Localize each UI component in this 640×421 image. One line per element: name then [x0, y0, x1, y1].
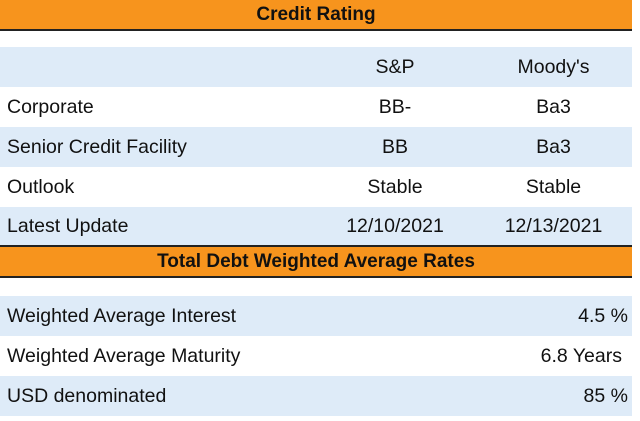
sp-column-header: S&P [375, 55, 415, 78]
spacer [0, 278, 632, 296]
row-label: Latest Update [7, 214, 129, 237]
row-label: Senior Credit Facility [7, 135, 187, 158]
row-value: 6.8 Years [540, 344, 622, 367]
row-label: Weighted Average Interest [7, 304, 237, 327]
row-value: 4.5 % [578, 304, 628, 327]
table-row: Senior Credit Facility BB Ba3 [0, 127, 632, 167]
column-header-row: S&P Moody's [0, 47, 632, 87]
table-row: Outlook Stable Stable [0, 167, 632, 207]
row-label: USD denominated [7, 384, 167, 407]
sp-value: 12/10/2021 [346, 214, 444, 237]
sp-value: Stable [367, 175, 423, 198]
row-label: Weighted Average Maturity [7, 344, 241, 367]
rating-table: Credit Rating S&P Moody's Corporate BB- … [0, 0, 632, 416]
credit-rating-header: Credit Rating [0, 0, 632, 31]
table-row: Latest Update 12/10/2021 12/13/2021 [0, 207, 632, 245]
moodys-value: 12/13/2021 [504, 214, 603, 237]
moodys-value: Ba3 [536, 135, 571, 158]
table-row: USD denominated 85 % [0, 376, 632, 416]
table-row: Weighted Average Maturity 6.8 Years [0, 336, 632, 376]
table-row: Weighted Average Interest 4.5 % [0, 296, 632, 336]
row-value: 85 % [583, 384, 628, 407]
row-label: Outlook [7, 175, 75, 198]
spacer [0, 31, 632, 47]
table-row: Corporate BB- Ba3 [0, 87, 632, 127]
moodys-column-header: Moody's [517, 55, 590, 78]
row-label: Corporate [7, 95, 94, 118]
moodys-value: Ba3 [536, 95, 571, 118]
debt-rates-header: Total Debt Weighted Average Rates [0, 245, 632, 278]
moodys-value: Stable [525, 175, 582, 198]
sp-value: BB [381, 135, 408, 158]
sp-value: BB- [378, 95, 412, 118]
